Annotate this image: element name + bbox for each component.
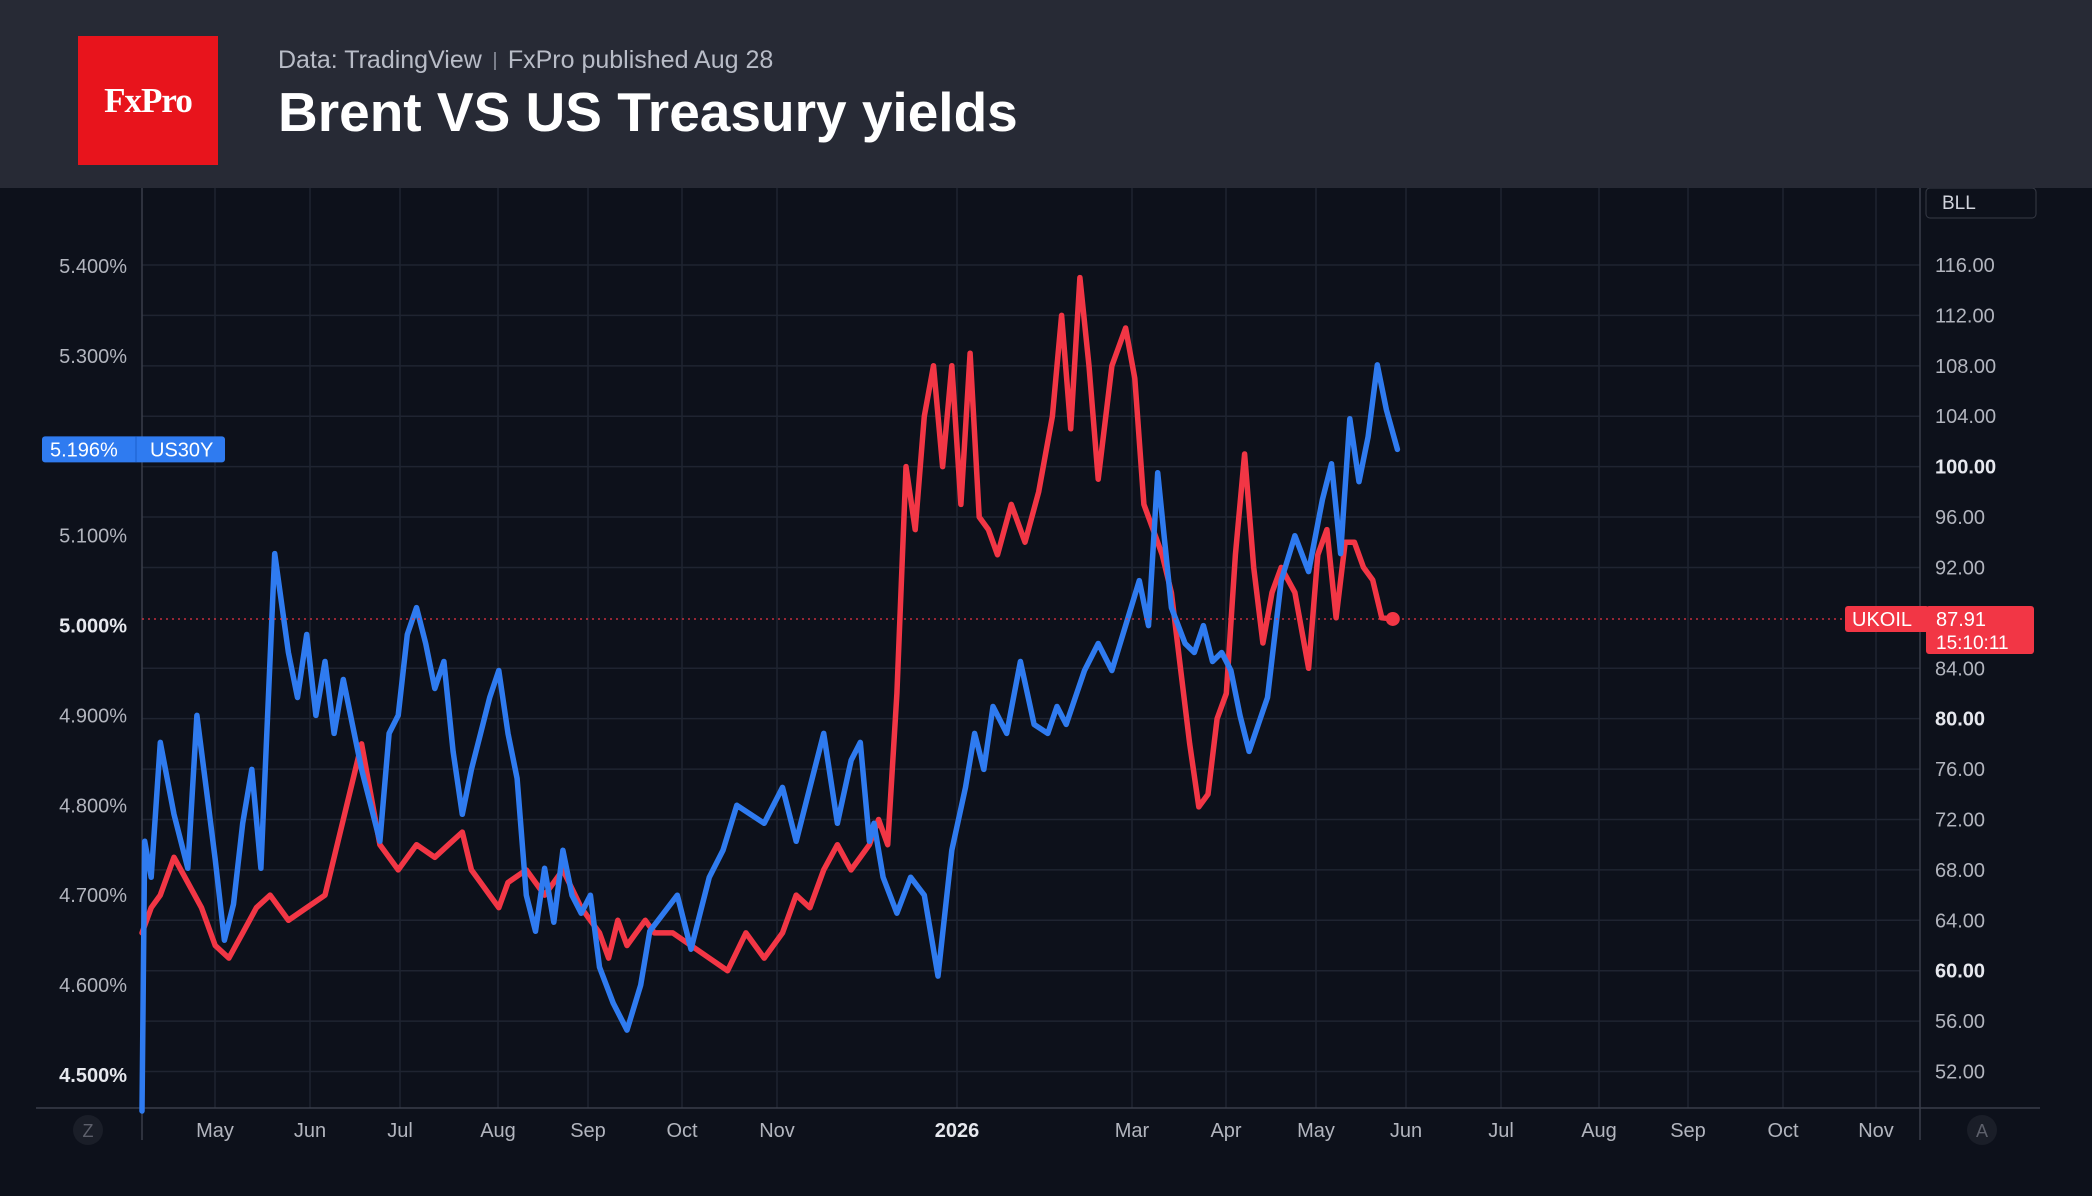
x-axis-tick-label: Apr (1210, 1120, 1241, 1142)
right-axis-tick-label: 60.00 (1935, 961, 1985, 983)
right-axis-tick-label: 72.00 (1935, 809, 1985, 831)
right-axis-tick-label: 84.00 (1935, 658, 1985, 680)
right-axis-tick-label: 64.00 (1935, 910, 1985, 932)
ukoil-line (139, 274, 1396, 974)
x-axis-tick-label: Aug (480, 1120, 516, 1142)
left-axis-ticks: 5.400% 5.300% 5.100% 5.000% 4.900% 4.800% 4.70… (59, 256, 127, 1087)
x-axis-ticks: May Jun Jul Aug Sep Oct Nov 2026 Mar Apr May Jun Jul… (196, 1120, 1894, 1142)
x-axis-tick-label: Aug (1581, 1120, 1617, 1142)
x-axis-tick-label: Oct (1767, 1120, 1799, 1142)
x-axis-tick-label: Sep (570, 1120, 606, 1142)
right-axis-tick-label: 96.00 (1935, 507, 1985, 529)
x-axis-tick-label: Oct (666, 1120, 698, 1142)
ukoil-name-badge (1845, 605, 1929, 632)
x-axis-tick-label: Sep (1670, 1120, 1706, 1142)
fxpro-logo: FxPro (78, 36, 218, 165)
left-corner-button[interactable]: Z (73, 1115, 103, 1145)
right-axis-tick-label: 56.00 (1935, 1011, 1985, 1033)
right-corner-button[interactable]: A (1967, 1115, 1997, 1145)
right-axis-tick-label: 116.00 (1935, 255, 1995, 277)
right-axis-tick-label: 104.00 (1935, 406, 1996, 428)
scale-button[interactable]: BLL (1925, 188, 2037, 219)
x-axis-tick-label: Nov (759, 1120, 795, 1142)
right-axis-ticks: 116.00 112.00 108.00 104.00 100.00 96.00 92.00… (1935, 255, 1996, 1084)
left-axis-tick-label: 5.000% (59, 616, 127, 638)
right-corner-label: A (1976, 1121, 1988, 1141)
x-axis-tick-label: Mar (1115, 1120, 1150, 1142)
right-axis-tick-label: 100.00 (1935, 457, 1996, 479)
chart-background (0, 188, 2092, 1196)
x-axis-tick-label: Jun (1390, 1120, 1422, 1142)
grid-lines (142, 188, 1920, 1108)
logo-text: FxPro (104, 80, 193, 120)
chart-canvas[interactable]: 5.400% 5.300% 5.100% 5.000% 4.900% 4.800% 4.70… (0, 188, 2092, 1196)
chart-title: Brent VS US Treasury yields (278, 81, 1018, 143)
right-axis-tick-label: 76.00 (1935, 759, 1985, 781)
left-axis-tick-label: 4.500% (59, 1065, 127, 1087)
ukoil-last-value: 87.91 (1936, 609, 1986, 631)
x-axis-tick-label: Jun (294, 1120, 326, 1142)
us30y-line (139, 362, 1401, 1114)
scale-button-box[interactable] (1925, 188, 2037, 219)
right-axis-tick-label: 108.00 (1935, 356, 1996, 378)
us30y-series-name: US30Y (150, 439, 213, 461)
ukoil-value-badge (1926, 605, 2034, 654)
subtitle-divider (493, 51, 496, 70)
right-corner-circle[interactable] (1967, 1115, 1997, 1145)
left-corner-circle[interactable] (73, 1115, 103, 1145)
left-axis-tick-label: 4.800% (59, 795, 127, 817)
x-axis-tick-label: Jul (1488, 1120, 1514, 1142)
right-axis-tick-label: 68.00 (1935, 860, 1985, 882)
x-axis-tick-label: 2026 (935, 1120, 980, 1142)
x-axis-tick-label: Jul (387, 1120, 413, 1142)
publisher-label: FxPro published Aug 28 (507, 46, 774, 74)
right-axis-tick-label: 52.00 (1935, 1062, 1985, 1084)
left-axis-tick-label: 5.400% (59, 256, 127, 278)
ukoil-last-point (1385, 611, 1400, 626)
left-axis-tick-label: 4.900% (59, 705, 127, 727)
data-source-label: Data: TradingView (278, 46, 482, 74)
series-lines (139, 274, 1401, 1114)
left-axis-tick-label: 5.300% (59, 346, 127, 368)
us30y-last-value: 5.196% (50, 439, 118, 461)
right-axis-tick-label: 112.00 (1935, 305, 1995, 327)
us30y-value-badge (42, 436, 225, 463)
ukoil-countdown: 15:10:11 (1936, 633, 2009, 654)
scale-button-label: BLL (1942, 193, 1976, 214)
left-axis-tick-label: 4.700% (59, 885, 127, 907)
ukoil-series-name: UKOIL (1852, 609, 1912, 631)
x-axis-tick-label: May (196, 1120, 234, 1142)
header-bar: FxPro Data: TradingView FxPro published … (0, 0, 2092, 188)
left-corner-label: Z (83, 1121, 94, 1141)
right-axis-tick-label: 80.00 (1935, 709, 1985, 731)
x-axis-tick-label: Nov (1858, 1120, 1894, 1142)
x-axis-tick-label: May (1297, 1120, 1335, 1142)
right-axis-tick-label: 92.00 (1935, 557, 1985, 579)
left-axis-tick-label: 4.600% (59, 975, 127, 997)
left-axis-tick-label: 5.100% (59, 526, 127, 548)
chart-subtitle: Data: TradingView FxPro published Aug 28 (278, 46, 773, 75)
